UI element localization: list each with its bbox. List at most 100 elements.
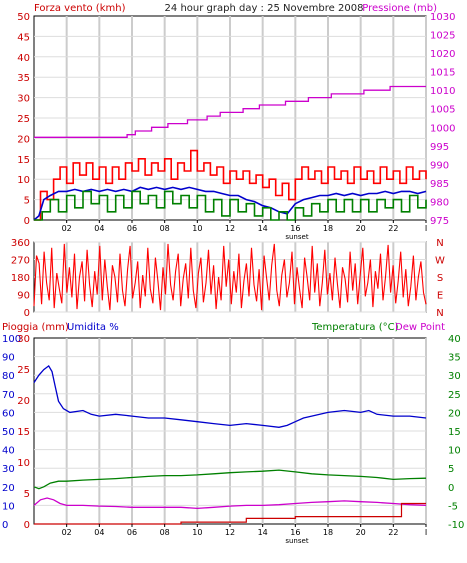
panel2-left-tick-3: 270 (11, 256, 30, 267)
panel3-rain-tick-0: 0 (24, 520, 30, 531)
panel1-right-tick-5: 1000 (430, 123, 455, 134)
panel1-xtick-label-10: 22 (388, 224, 398, 233)
panel3-humidity-tick-10: 100 (2, 334, 21, 345)
panel1-xtick-label-6: 14 (258, 224, 268, 233)
panel1-right-tick-4: 995 (430, 142, 449, 153)
panel1-left-tick-5: 25 (17, 114, 30, 125)
header-wind-label: Forza vento (kmh) (34, 3, 126, 14)
dewpoint-label: Dew Point (395, 322, 445, 333)
temperature-label: Temperatura (°C) (311, 322, 399, 333)
direction-label-1: W (435, 256, 445, 267)
panel1-xtick-label-9: 20 (356, 224, 366, 233)
panel2-left-tick-1: 90 (17, 291, 30, 302)
panel1-right-tick-9: 1020 (430, 49, 455, 60)
panel1-right-tick-7: 1010 (430, 86, 455, 97)
panel1-left-tick-1: 5 (24, 196, 30, 207)
panel3-xtick-label-1: 04 (94, 528, 104, 537)
direction-label-0: N (436, 238, 443, 249)
panel1-xtick-label-7: 16 (290, 224, 300, 233)
panel3-rain-tick-1: 5 (24, 489, 30, 500)
panel3-temp-tick-9: 35 (448, 353, 461, 364)
panel3-temp-tick-8: 30 (448, 371, 461, 382)
panel3-humidity-tick-8: 80 (2, 371, 15, 382)
panel3-temp-tick-2: 0 (448, 483, 454, 494)
panel3-temp-tick-3: 5 (448, 464, 454, 475)
panel1-xtick-label-0: 02 (62, 224, 72, 233)
panel1-left-tick-6: 30 (17, 94, 30, 105)
panel2-left-tick-4: 360 (11, 238, 30, 249)
panel1-xtick-label-8: 18 (323, 224, 333, 233)
humidity-label: Umidita % (67, 322, 119, 333)
panel1-sunset-label: sunset (285, 233, 308, 241)
panel1-xtick-label-5: 12 (225, 224, 235, 233)
series-dewpoint (33, 497, 427, 510)
panel1-left-tick-2: 10 (17, 175, 30, 186)
panel3-xtick-label-11: I (425, 528, 427, 537)
series-wind_avg (33, 186, 427, 221)
panel3-xtick-label-4: 10 (192, 528, 202, 537)
panel3-xtick-label-7: 16 (290, 528, 300, 537)
panel1-right-tick-11: 1030 (430, 12, 455, 23)
panel3-xtick-label-2: 06 (127, 528, 137, 537)
panel3-rain-tick-6: 30 (17, 334, 30, 345)
panel3-humidity-tick-1: 10 (2, 501, 15, 512)
panel3-rain-tick-3: 15 (17, 427, 30, 438)
panel3-humidity-tick-9: 90 (2, 353, 15, 364)
series-humidity (33, 364, 427, 428)
series-temperature (33, 469, 427, 490)
rain-label: Pioggia (mm) (2, 322, 69, 333)
panel1-left-tick-4: 20 (17, 134, 30, 145)
panel3-humidity-tick-6: 60 (2, 408, 15, 419)
series-wind_min (34, 190, 427, 221)
panel3-temp-tick-0: -10 (448, 520, 464, 531)
panel1-xtick-label-4: 10 (192, 224, 202, 233)
panel1-left-tick-3: 15 (17, 155, 30, 166)
panel3-xtick-label-3: 08 (160, 528, 170, 537)
panel3-humidity-tick-7: 70 (2, 390, 15, 401)
panel3-xtick-label-6: 14 (258, 528, 268, 537)
panel1-left-tick-8: 40 (17, 53, 30, 64)
panel3-xtick-label-9: 20 (356, 528, 366, 537)
panel1-xtick-label-2: 06 (127, 224, 137, 233)
header-pressure-label: Pressione (mb) (362, 3, 437, 14)
panel3-temp-tick-1: -5 (448, 501, 458, 512)
panel3-humidity-tick-0: 0 (2, 520, 8, 531)
panel3-temp-tick-4: 10 (448, 446, 461, 457)
panel2-left-tick-0: 0 (24, 308, 30, 319)
panel1-right-tick-3: 990 (430, 160, 449, 171)
header-date-label: 24 hour graph day : 25 Novembre 2008 (165, 3, 364, 14)
panel3-xtick-label-10: 22 (388, 528, 398, 537)
panel1-right-tick-6: 1005 (430, 105, 455, 116)
series-wind_gust (34, 149, 427, 221)
panel3-humidity-tick-4: 40 (2, 446, 15, 457)
panel1-right-tick-1: 980 (430, 197, 449, 208)
panel1-xtick-label-3: 08 (160, 224, 170, 233)
panel1-left-tick-0: 0 (24, 216, 30, 227)
panel1-left-tick-10: 50 (17, 12, 30, 23)
panel3-temp-tick-5: 15 (448, 427, 461, 438)
panel2-left-tick-2: 180 (11, 273, 30, 284)
panel3-sunset-label: sunset (285, 537, 308, 545)
direction-label-3: E (437, 291, 443, 302)
panel3-temp-tick-7: 25 (448, 390, 461, 401)
panel1-right-tick-10: 1025 (430, 31, 455, 42)
panel3-xtick-label-0: 02 (62, 528, 72, 537)
panel1-xtick-label-1: 04 (94, 224, 104, 233)
panel3-rain-tick-4: 20 (17, 396, 30, 407)
series-direction (33, 243, 427, 311)
panel1-xtick-label-11: I (425, 224, 427, 233)
series-pressure (34, 85, 426, 138)
panel3-xtick-label-8: 18 (323, 528, 333, 537)
wind-pressure-panel: 0510152025303540455097598098599099510001… (17, 12, 455, 241)
panel3-rain-tick-2: 10 (17, 458, 30, 469)
panel3-humidity-tick-3: 30 (2, 464, 15, 475)
panel1-left-tick-7: 35 (17, 73, 30, 84)
panel3-rain-tick-5: 25 (17, 365, 30, 376)
humidity-temperature-panel: 0102030405060708090100051015202530-10-50… (2, 334, 464, 545)
panel3-humidity-tick-2: 20 (2, 483, 15, 494)
panel3-temp-tick-6: 20 (448, 408, 461, 419)
series-rain (34, 502, 426, 525)
